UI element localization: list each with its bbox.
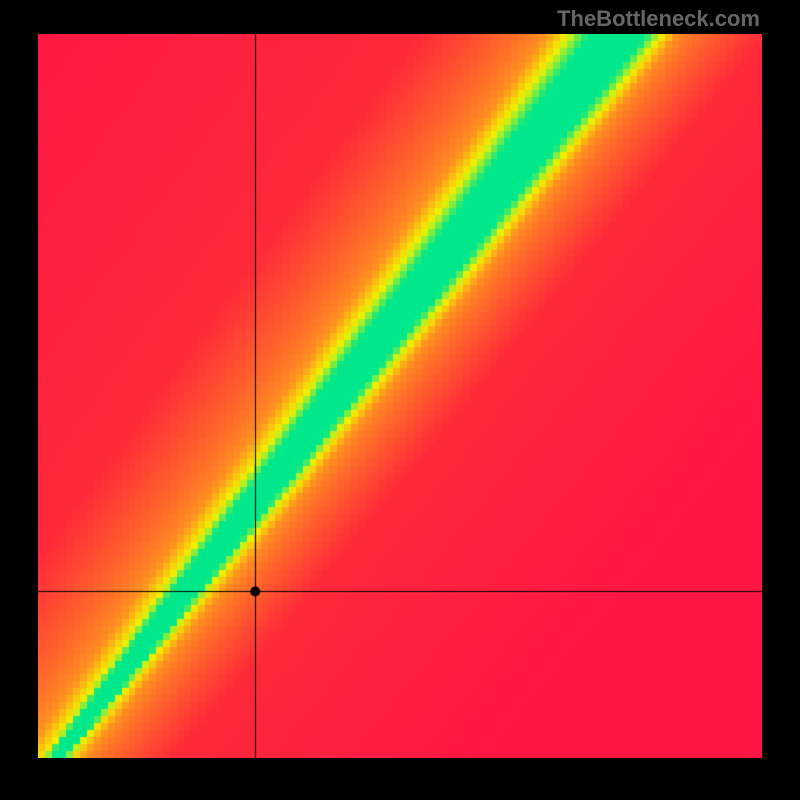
heatmap-canvas	[38, 34, 762, 758]
source-watermark: TheBottleneck.com	[557, 6, 760, 32]
heatmap-plot	[38, 34, 762, 758]
chart-container: TheBottleneck.com	[0, 0, 800, 800]
